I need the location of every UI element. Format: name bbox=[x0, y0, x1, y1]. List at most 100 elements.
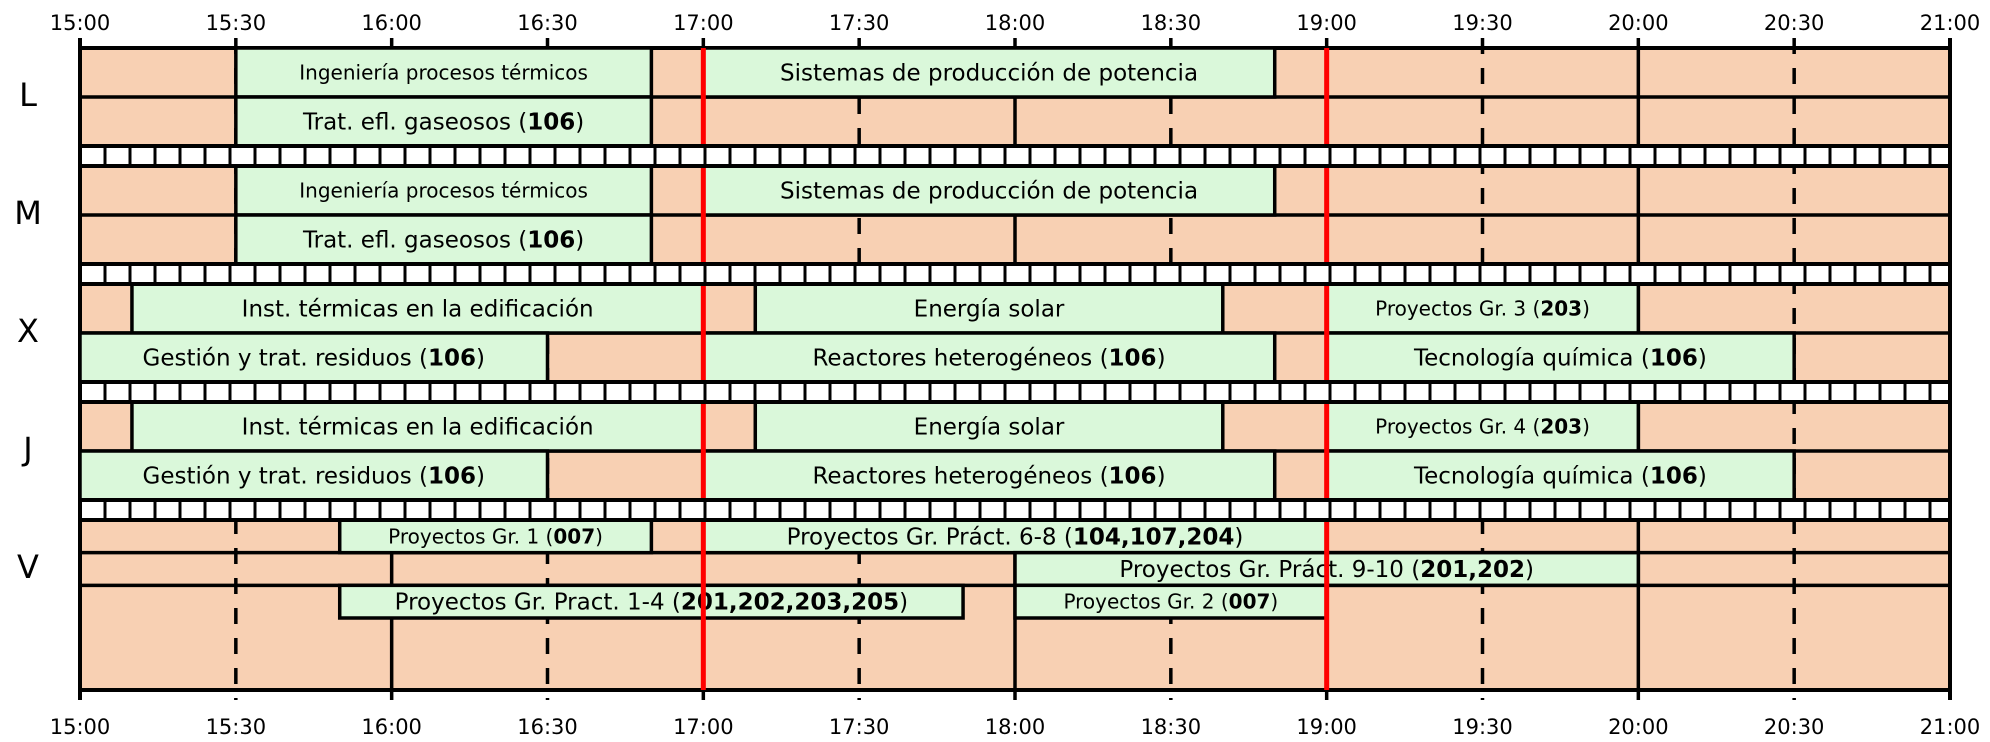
course-block: Sistemas de producción de potencia bbox=[701, 46, 1277, 99]
course-label-part: ) bbox=[1525, 557, 1534, 583]
course-block: Ingeniería procesos térmicos bbox=[234, 46, 654, 99]
time-label-top: 19:00 bbox=[1296, 11, 1357, 35]
course-label: Tecnología química (106) bbox=[1413, 345, 1707, 371]
course-label: Proyectos Gr. Práct. 9-10 (201,202) bbox=[1119, 557, 1534, 583]
time-label-bottom: 15:00 bbox=[50, 715, 111, 739]
course-label: Ingeniería procesos térmicos bbox=[299, 60, 588, 84]
course-label: Proyectos Gr. Pract. 1-4 (201,202,203,20… bbox=[395, 589, 908, 615]
room-number: 201,202,203,205 bbox=[681, 589, 899, 615]
course-block: Reactores heterogéneos (106) bbox=[701, 449, 1277, 502]
room-number: 106 bbox=[428, 463, 476, 489]
room-number: 106 bbox=[527, 109, 575, 135]
course-label-part: Proyectos Gr. 3 ( bbox=[1375, 296, 1540, 320]
separator-bar bbox=[78, 144, 1952, 168]
room-number: 106 bbox=[428, 345, 476, 371]
course-label-part: ) bbox=[575, 109, 584, 135]
time-label-bottom: 19:00 bbox=[1296, 715, 1357, 739]
separator-bar bbox=[78, 262, 1952, 286]
course-label-part: Energía solar bbox=[914, 296, 1065, 322]
time-label-top: 20:00 bbox=[1608, 11, 1669, 35]
day-label: X bbox=[17, 312, 39, 350]
time-label-bottom: 18:30 bbox=[1141, 715, 1202, 739]
course-label: Energía solar bbox=[914, 296, 1065, 322]
course-label-part: ) bbox=[899, 589, 908, 615]
day-separator bbox=[78, 262, 1952, 286]
time-label-top: 17:30 bbox=[829, 11, 890, 35]
course-label-part: Sistemas de producción de potencia bbox=[780, 60, 1198, 86]
course-label-part: ) bbox=[1157, 345, 1166, 371]
course-label-part: Proyectos Gr. 2 ( bbox=[1063, 589, 1228, 613]
course-label-part: Gestión y trat. residuos ( bbox=[143, 463, 428, 489]
course-block: Energía solar bbox=[753, 400, 1225, 453]
course-label-part: Inst. térmicas en la edificación bbox=[242, 414, 594, 440]
time-label-bottom: 18:00 bbox=[985, 715, 1046, 739]
course-block: Tecnología química (106) bbox=[1324, 331, 1796, 384]
course-block-box bbox=[337, 583, 965, 620]
course-block-box bbox=[337, 518, 654, 555]
room-number: 106 bbox=[1109, 463, 1157, 489]
time-label-top: 17:00 bbox=[673, 11, 734, 35]
day-label: V bbox=[17, 548, 39, 586]
room-number: 007 bbox=[1229, 589, 1271, 613]
time-label-top: 16:30 bbox=[517, 11, 578, 35]
course-label-part: Inst. térmicas en la edificación bbox=[242, 296, 594, 322]
course-label-part: Ingeniería procesos térmicos bbox=[299, 60, 588, 84]
course-label: Proyectos Gr. Práct. 6-8 (104,107,204) bbox=[787, 524, 1244, 550]
course-label: Proyectos Gr. 1 (007) bbox=[388, 524, 603, 548]
day-label: J bbox=[21, 430, 32, 468]
course-label-part: Tecnología química ( bbox=[1413, 463, 1650, 489]
room-number: 106 bbox=[1109, 345, 1157, 371]
course-label-part: Proyectos Gr. Práct. 9-10 ( bbox=[1119, 557, 1420, 583]
course-block: Trat. efl. gaseosos (106) bbox=[234, 213, 654, 266]
course-label-part: Gestión y trat. residuos ( bbox=[143, 345, 428, 371]
room-number: 106 bbox=[1650, 463, 1698, 489]
course-block: Inst. térmicas en la edificación bbox=[130, 400, 706, 453]
day-label: M bbox=[14, 194, 42, 232]
course-label-part: ) bbox=[1157, 463, 1166, 489]
time-label-top: 19:30 bbox=[1452, 11, 1513, 35]
course-block: Proyectos Gr. Práct. 9-10 (201,202) bbox=[1013, 550, 1641, 588]
time-label-bottom: 15:30 bbox=[206, 715, 267, 739]
time-label-top: 18:30 bbox=[1141, 11, 1202, 35]
course-label-part: ) bbox=[1270, 589, 1278, 613]
course-label-part: Proyectos Gr. 4 ( bbox=[1375, 414, 1540, 438]
room-number: 106 bbox=[1650, 345, 1698, 371]
day-separator bbox=[78, 380, 1952, 404]
course-label-part: ) bbox=[1582, 296, 1590, 320]
course-label-part: ) bbox=[476, 345, 485, 371]
time-label-bottom: 17:30 bbox=[829, 715, 890, 739]
course-block-box bbox=[1013, 583, 1329, 620]
time-label-bottom: 20:30 bbox=[1764, 715, 1825, 739]
day-separator bbox=[78, 498, 1952, 522]
course-label-part: ) bbox=[476, 463, 485, 489]
course-block: Trat. efl. gaseosos (106) bbox=[234, 95, 654, 148]
course-block: Gestión y trat. residuos (106) bbox=[78, 331, 550, 384]
time-label-top: 20:30 bbox=[1764, 11, 1825, 35]
course-block: Inst. térmicas en la edificación bbox=[130, 282, 706, 335]
course-label: Reactores heterogéneos (106) bbox=[812, 345, 1165, 371]
course-block: Proyectos Gr. Pract. 1-4 (201,202,203,20… bbox=[337, 583, 965, 620]
course-block: Sistemas de producción de potencia bbox=[701, 164, 1277, 217]
course-label-part: Reactores heterogéneos ( bbox=[812, 345, 1108, 371]
time-label-bottom: 17:00 bbox=[673, 715, 734, 739]
course-block-box bbox=[753, 400, 1225, 453]
course-label: Tecnología química (106) bbox=[1413, 463, 1707, 489]
day-label: L bbox=[19, 76, 37, 114]
course-label: Reactores heterogéneos (106) bbox=[812, 463, 1165, 489]
course-block: Ingeniería procesos térmicos bbox=[234, 164, 654, 217]
room-number: 201,202 bbox=[1420, 557, 1525, 583]
course-block: Energía solar bbox=[753, 282, 1225, 335]
course-block: Gestión y trat. residuos (106) bbox=[78, 449, 550, 502]
time-label-top: 21:00 bbox=[1920, 11, 1981, 35]
course-label: Gestión y trat. residuos (106) bbox=[143, 463, 485, 489]
day-separator bbox=[78, 144, 1952, 168]
course-block: Proyectos Gr. 1 (007) bbox=[337, 518, 654, 555]
course-label: Proyectos Gr. 2 (007) bbox=[1063, 589, 1278, 613]
course-block-box bbox=[1324, 449, 1796, 502]
time-label-bottom: 19:30 bbox=[1452, 715, 1513, 739]
room-number: 104,107,204 bbox=[1073, 524, 1235, 550]
room-number: 203 bbox=[1540, 414, 1582, 438]
course-label-part: Tecnología química ( bbox=[1413, 345, 1650, 371]
course-label: Ingeniería procesos térmicos bbox=[299, 178, 588, 202]
course-block-box bbox=[701, 164, 1277, 217]
